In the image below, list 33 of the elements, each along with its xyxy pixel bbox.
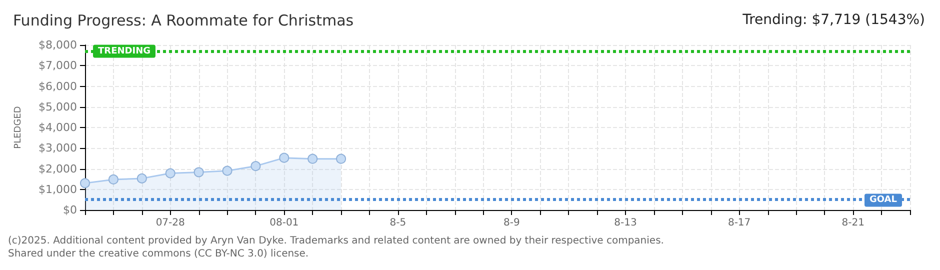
text: (c)2025. Additional content provided by Aryn Van Dyke. Trademarks and related content are owned by their respective companies. <box>8 236 664 246</box>
point <box>222 166 232 176</box>
y-tick-label: $4,000 <box>38 121 77 134</box>
y-tick-label: $8,000 <box>38 38 77 52</box>
chart-title: Funding Progress: A Roommate for Christmas <box>13 12 354 30</box>
y-axis-title: PLEDGED <box>14 106 24 149</box>
y-tick-label: $1,000 <box>38 182 77 196</box>
point <box>165 168 176 178</box>
y-tick-label: $3,000 <box>38 142 77 155</box>
y-tick-label: $0 <box>63 204 77 216</box>
y-tick-label: $7,000 <box>38 59 77 72</box>
y-tick-label: $6,000 <box>38 80 77 93</box>
text: Shared under the creative commons (CC BY-NC 3.0) license. <box>8 248 309 260</box>
x-tick-label: 8-5 <box>390 218 406 228</box>
point <box>279 152 290 163</box>
x-tick-label: 8-21 <box>842 218 864 228</box>
chart-subtitle: Trending: $7,719 (1543%) <box>742 12 926 28</box>
ref-line-label: GOAL <box>870 195 898 206</box>
ref-line-label: TRENDING <box>98 46 150 56</box>
point <box>80 178 90 188</box>
x-tick-label: 08-01 <box>270 218 299 228</box>
x-tick-label: 8-9 <box>504 218 520 228</box>
point <box>250 161 261 172</box>
x-tick-label: 07-28 <box>156 218 185 228</box>
y-tick-label: $5,000 <box>38 100 77 114</box>
point <box>336 154 346 164</box>
x-tick-label: 8-17 <box>728 218 751 228</box>
point <box>194 167 204 178</box>
point <box>308 154 318 164</box>
x-tick-label: 8-13 <box>614 218 637 228</box>
point <box>136 173 147 184</box>
y-tick-label: $2,000 <box>38 162 77 176</box>
point <box>108 174 118 184</box>
